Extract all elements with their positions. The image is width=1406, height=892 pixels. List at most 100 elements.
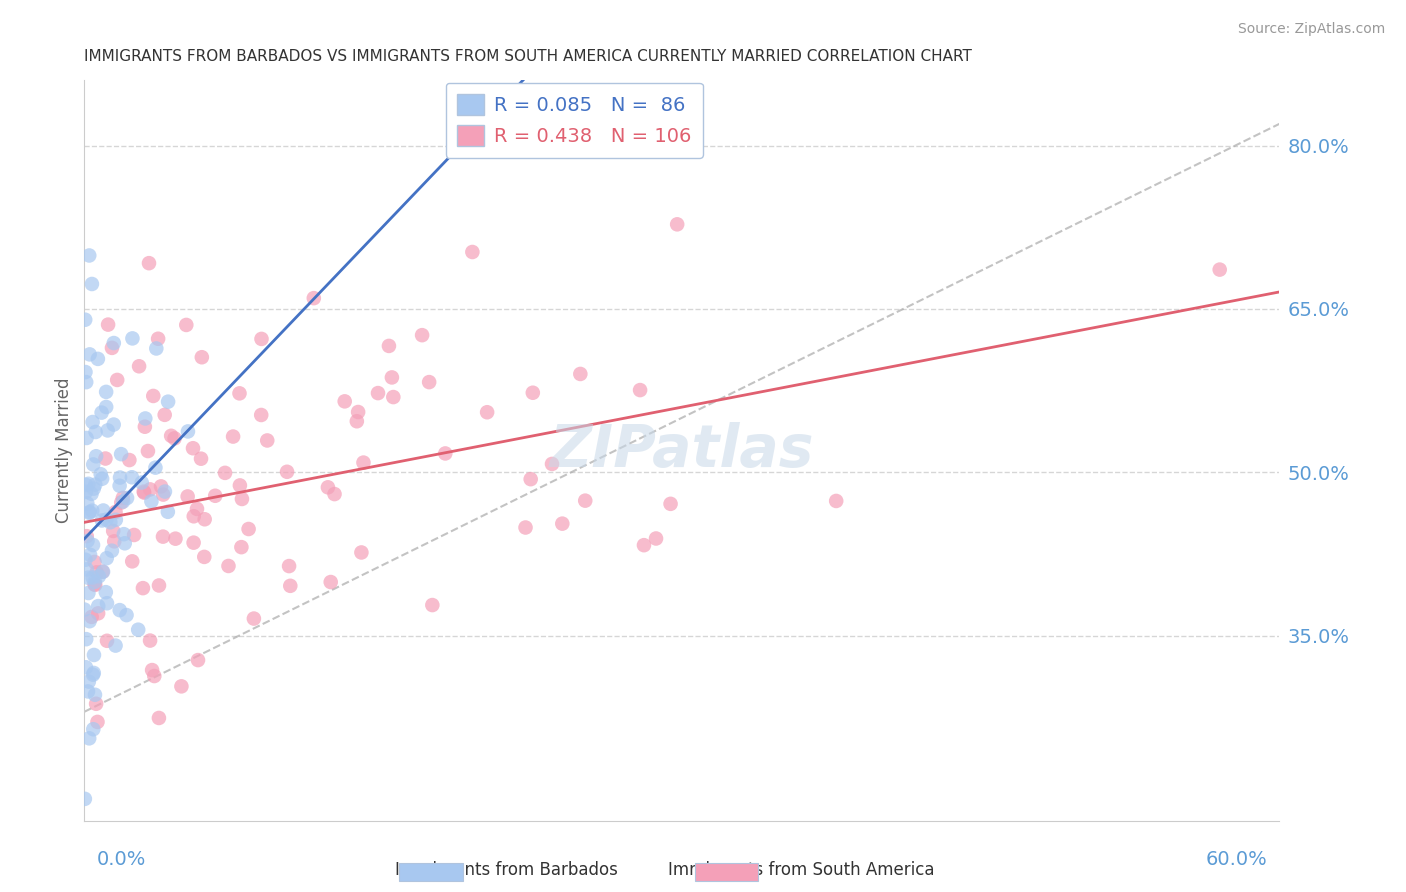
Point <box>97 424 120 438</box>
Point <box>141 663 163 677</box>
Point <box>80 487 103 501</box>
Point <box>145 342 167 356</box>
Point <box>121 470 143 484</box>
Point <box>76 533 98 548</box>
Point <box>96 551 118 566</box>
Point <box>75 553 97 567</box>
Point <box>75 660 97 674</box>
Point <box>333 394 356 409</box>
Point <box>194 512 217 526</box>
Point <box>186 502 208 516</box>
Point <box>104 505 127 519</box>
Point <box>143 669 166 683</box>
Point <box>90 406 112 420</box>
Point <box>90 513 112 527</box>
Point <box>163 431 186 445</box>
Point <box>522 385 544 400</box>
Point <box>80 277 103 291</box>
Point <box>87 351 110 366</box>
Point <box>541 457 564 471</box>
Point <box>256 434 278 448</box>
Point <box>250 408 273 422</box>
Text: 0.0%: 0.0% <box>96 850 146 870</box>
Point <box>515 520 537 534</box>
Point <box>79 505 101 519</box>
Point <box>111 491 134 505</box>
Point <box>84 477 107 491</box>
Point <box>148 711 170 725</box>
Point <box>118 453 141 467</box>
Point <box>243 611 266 625</box>
Point <box>153 408 176 422</box>
Point <box>319 575 342 590</box>
Point <box>86 566 108 580</box>
Point <box>139 483 162 497</box>
Point <box>222 429 245 443</box>
Point <box>218 558 240 573</box>
Point <box>131 475 153 490</box>
Point <box>94 585 117 599</box>
Point <box>176 490 198 504</box>
Point <box>83 555 105 569</box>
Point <box>108 603 131 617</box>
Point <box>177 425 200 439</box>
Point <box>551 516 574 531</box>
Point <box>422 598 444 612</box>
Point <box>134 419 156 434</box>
Point <box>103 417 125 432</box>
Point <box>97 318 120 332</box>
Point <box>191 350 214 364</box>
Y-axis label: Currently Married: Currently Married <box>55 377 73 524</box>
Point <box>146 332 169 346</box>
Point <box>145 460 167 475</box>
Point <box>347 405 370 419</box>
Text: Source: ZipAtlas.com: Source: ZipAtlas.com <box>1237 22 1385 37</box>
Point <box>214 466 236 480</box>
Text: Immigrants from Barbados: Immigrants from Barbados <box>395 861 617 879</box>
Point <box>110 447 132 461</box>
Point <box>77 731 100 746</box>
Point <box>142 389 165 403</box>
Point <box>112 527 135 541</box>
Point <box>82 667 104 681</box>
Point <box>98 515 121 529</box>
Point <box>96 513 118 527</box>
Point <box>160 429 183 443</box>
Point <box>127 623 149 637</box>
Point <box>128 359 150 374</box>
Point <box>84 688 107 702</box>
Point <box>181 442 204 456</box>
Legend: R = 0.085   N =  86, R = 0.438   N = 106: R = 0.085 N = 86, R = 0.438 N = 106 <box>446 83 703 158</box>
Point <box>193 549 215 564</box>
Point <box>91 565 114 579</box>
Point <box>101 341 124 355</box>
Point <box>204 489 226 503</box>
Point <box>165 532 187 546</box>
Point <box>148 578 170 592</box>
Point <box>659 497 682 511</box>
Point <box>231 540 253 554</box>
Point <box>156 505 179 519</box>
Point <box>82 458 104 472</box>
Point <box>825 494 848 508</box>
Point <box>83 665 105 680</box>
Point <box>80 610 103 624</box>
Text: Immigrants from South America: Immigrants from South America <box>668 861 935 879</box>
Point <box>302 291 325 305</box>
Point <box>91 472 114 486</box>
Point <box>323 487 346 501</box>
Point <box>228 386 250 401</box>
Point <box>434 446 457 460</box>
Point <box>170 679 193 693</box>
Point <box>75 312 97 326</box>
Point <box>152 487 174 501</box>
Point <box>82 415 104 429</box>
Point <box>75 375 97 389</box>
Point <box>461 245 484 260</box>
Point <box>73 602 96 616</box>
Point <box>519 472 541 486</box>
Text: IMMIGRANTS FROM BARBADOS VS IMMIGRANTS FROM SOUTH AMERICA CURRENTLY MARRIED CORR: IMMIGRANTS FROM BARBADOS VS IMMIGRANTS F… <box>84 49 972 64</box>
Point <box>84 574 107 589</box>
Point <box>150 479 173 493</box>
Point <box>122 528 145 542</box>
